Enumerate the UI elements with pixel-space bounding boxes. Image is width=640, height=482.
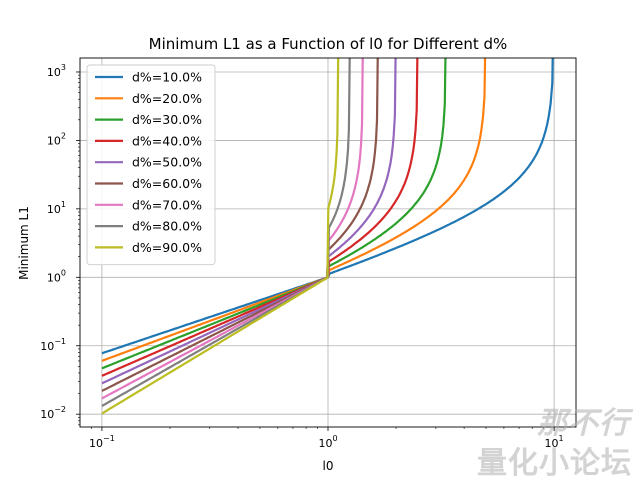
y-tick-label: 10−1: [40, 337, 66, 353]
legend-label: d%=90.0%: [132, 240, 202, 255]
x-axis-label: l0: [323, 459, 334, 473]
legend-label: d%=30.0%: [132, 112, 202, 127]
legend-label: d%=50.0%: [132, 155, 202, 170]
legend-label: d%=70.0%: [132, 197, 202, 212]
legend-box: [86, 64, 216, 266]
x-tick-label: 101: [545, 434, 564, 450]
x-tick-label: 10−1: [89, 434, 115, 450]
y-tick-label: 10−2: [40, 405, 66, 421]
legend: d%=10.0% d%=20.0% d%=30.0% d%=40.0% d%=50.0%…: [86, 64, 216, 266]
y-tick-label: 103: [47, 63, 66, 79]
legend-label: d%=40.0%: [132, 133, 202, 148]
chart-title: Minimum L1 as a Function of l0 for Diffe…: [149, 35, 508, 53]
axis-ticks: 10−1 100 101 10−2 10−1 100 101 102 103: [40, 63, 563, 450]
series-line: [101, 58, 447, 370]
series-line: [101, 58, 397, 385]
y-tick-label: 102: [47, 131, 66, 147]
y-tick-label: 101: [47, 200, 66, 216]
x-tick-label: 100: [318, 434, 337, 450]
legend-label: d%=10.0%: [132, 70, 202, 85]
series-line: [101, 58, 340, 415]
plot-area: [101, 58, 554, 415]
y-axis-label: Minimum L1: [17, 206, 31, 280]
legend-label: d%=60.0%: [132, 176, 202, 191]
series-line: [101, 58, 379, 392]
y-tick-label: 100: [47, 268, 66, 284]
axes-frame: [79, 57, 577, 428]
legend-label: d%=80.0%: [132, 219, 202, 234]
legend-label: d%=20.0%: [132, 91, 202, 106]
series-line: [101, 58, 419, 377]
